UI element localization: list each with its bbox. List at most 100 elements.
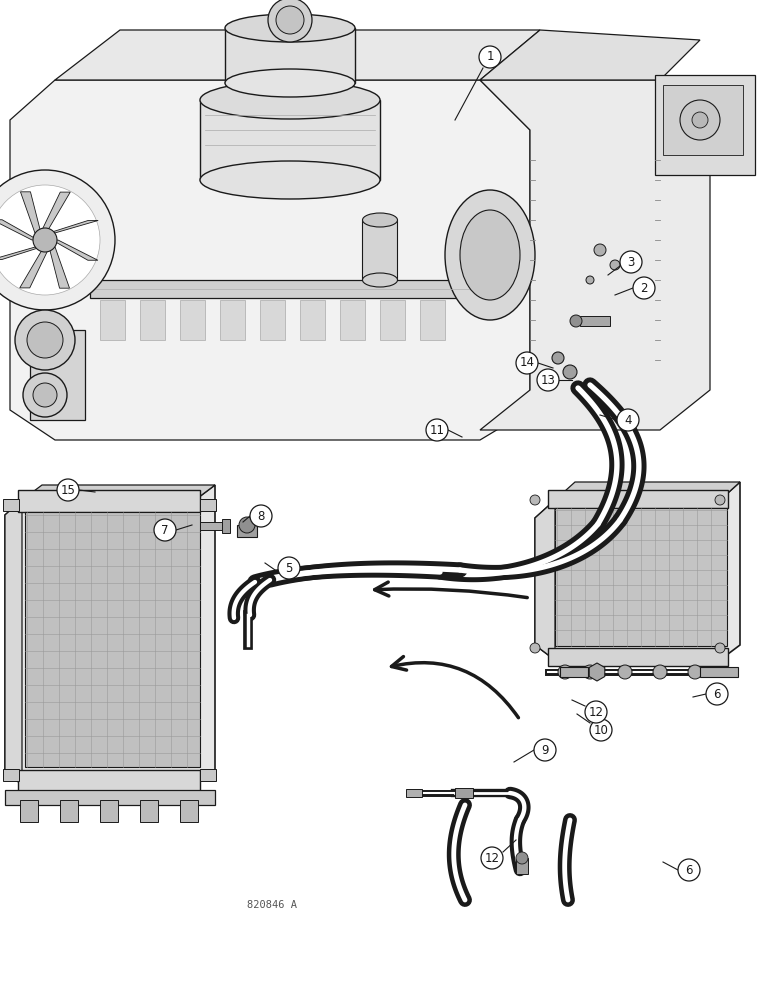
Bar (220, 300, 245, 340)
Bar (3, 769, 19, 781)
Bar (340, 300, 365, 340)
Circle shape (516, 352, 538, 374)
Circle shape (570, 315, 582, 327)
Bar (18, 490, 200, 512)
Circle shape (278, 557, 300, 579)
Ellipse shape (445, 190, 535, 320)
Bar (237, 525, 257, 537)
Circle shape (594, 244, 606, 256)
Text: 10: 10 (594, 724, 608, 736)
Polygon shape (5, 485, 215, 785)
Bar (420, 300, 445, 340)
Text: 12: 12 (588, 706, 604, 718)
Bar (140, 300, 165, 340)
Polygon shape (555, 482, 740, 500)
Bar (180, 300, 205, 340)
Polygon shape (655, 75, 755, 175)
Text: 12: 12 (485, 852, 499, 864)
Ellipse shape (363, 273, 398, 287)
Circle shape (57, 479, 79, 501)
Circle shape (0, 185, 100, 295)
Circle shape (680, 100, 720, 140)
Polygon shape (480, 30, 700, 80)
Bar (455, 788, 473, 798)
Circle shape (15, 310, 75, 370)
Polygon shape (22, 485, 215, 500)
Bar (300, 300, 325, 340)
Text: 13: 13 (540, 373, 555, 386)
Circle shape (715, 495, 725, 505)
Bar (140, 800, 158, 822)
Polygon shape (20, 192, 41, 233)
Circle shape (653, 665, 667, 679)
Text: 6: 6 (713, 688, 721, 700)
Text: 5: 5 (286, 562, 293, 574)
Bar (548, 648, 728, 666)
Bar (555, 508, 727, 646)
Polygon shape (42, 192, 70, 230)
Circle shape (154, 519, 176, 541)
Bar (260, 300, 285, 340)
Circle shape (583, 665, 597, 679)
Circle shape (530, 643, 540, 653)
Polygon shape (49, 220, 98, 233)
Polygon shape (5, 500, 22, 785)
Polygon shape (535, 500, 555, 660)
Polygon shape (20, 250, 48, 288)
Bar (20, 800, 38, 822)
Circle shape (33, 383, 57, 407)
Circle shape (552, 352, 564, 364)
Text: 820846 A: 820846 A (247, 900, 297, 910)
Bar (18, 770, 200, 792)
Bar (362, 220, 397, 280)
Circle shape (516, 852, 528, 864)
Circle shape (633, 277, 655, 299)
Circle shape (678, 859, 700, 881)
Ellipse shape (225, 69, 355, 97)
Ellipse shape (200, 161, 380, 199)
Bar (406, 789, 422, 797)
Circle shape (481, 847, 503, 869)
Bar (100, 300, 125, 340)
Circle shape (610, 260, 620, 270)
Circle shape (585, 701, 607, 723)
Bar (700, 667, 738, 677)
Circle shape (27, 322, 63, 358)
Text: 14: 14 (520, 357, 534, 369)
Bar (5, 790, 215, 805)
Polygon shape (0, 220, 38, 240)
Circle shape (276, 6, 304, 34)
Text: 11: 11 (429, 424, 445, 436)
Circle shape (530, 495, 540, 505)
Bar (580, 316, 610, 326)
Circle shape (33, 228, 57, 252)
Circle shape (268, 0, 312, 42)
Polygon shape (10, 80, 530, 440)
Circle shape (479, 46, 501, 68)
Polygon shape (49, 247, 69, 288)
Bar (3, 499, 19, 511)
Bar (100, 800, 118, 822)
Circle shape (426, 419, 448, 441)
Circle shape (0, 170, 115, 310)
Polygon shape (52, 240, 98, 260)
Bar (180, 800, 198, 822)
Bar (663, 85, 743, 155)
Circle shape (692, 112, 708, 128)
Bar (25, 512, 200, 767)
Circle shape (688, 665, 702, 679)
Circle shape (590, 719, 612, 741)
Bar (60, 800, 78, 822)
Polygon shape (480, 80, 710, 430)
Bar (222, 519, 230, 533)
Circle shape (558, 665, 572, 679)
Text: 6: 6 (686, 863, 692, 876)
Text: 8: 8 (257, 510, 265, 522)
Text: 3: 3 (628, 255, 635, 268)
Polygon shape (535, 482, 740, 660)
Bar (200, 100, 380, 180)
Bar (90, 280, 480, 298)
Bar (548, 490, 728, 508)
Text: 4: 4 (625, 414, 631, 426)
Circle shape (617, 409, 639, 431)
